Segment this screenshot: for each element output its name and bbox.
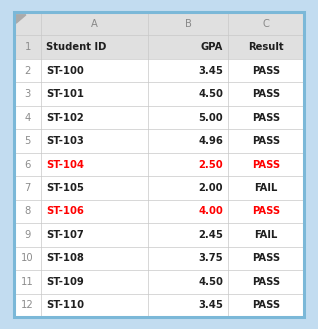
Text: PASS: PASS [252,206,280,216]
Text: ST-106: ST-106 [46,206,84,216]
Text: PASS: PASS [252,160,280,169]
Text: ST-108: ST-108 [46,253,84,263]
Text: PASS: PASS [252,136,280,146]
Text: 3.45: 3.45 [198,300,223,310]
Text: 2.00: 2.00 [199,183,223,193]
Text: 3.45: 3.45 [198,66,223,76]
Text: FAIL: FAIL [254,183,278,193]
Text: ST-101: ST-101 [46,89,84,99]
Text: 5: 5 [24,136,31,146]
Text: ST-104: ST-104 [46,160,84,169]
Text: 2.45: 2.45 [198,230,223,240]
Text: 11: 11 [21,277,34,287]
Text: 4.50: 4.50 [198,89,223,99]
Text: ST-105: ST-105 [46,183,84,193]
Text: 4.00: 4.00 [198,206,223,216]
Text: Student ID: Student ID [46,42,107,52]
Text: 9: 9 [24,230,31,240]
Text: 8: 8 [24,206,31,216]
Text: 4.50: 4.50 [198,277,223,287]
Text: A: A [91,19,98,29]
Text: 10: 10 [21,253,34,263]
Text: PASS: PASS [252,66,280,76]
Text: 7: 7 [24,183,31,193]
Polygon shape [16,15,26,23]
Text: 2: 2 [24,66,31,76]
Text: ST-103: ST-103 [46,136,84,146]
Text: ST-110: ST-110 [46,300,84,310]
Text: 6: 6 [24,160,31,169]
Text: PASS: PASS [252,277,280,287]
Text: 1: 1 [24,42,31,52]
Text: PASS: PASS [252,300,280,310]
Bar [14,12,304,36]
Text: ST-109: ST-109 [46,277,84,287]
Text: 3: 3 [24,89,31,99]
Text: Result: Result [248,42,284,52]
Text: 5.00: 5.00 [198,113,223,123]
Text: PASS: PASS [252,253,280,263]
Text: 3.75: 3.75 [198,253,223,263]
Text: 2.50: 2.50 [198,160,223,169]
Text: 12: 12 [21,300,34,310]
Bar [14,36,304,59]
Text: GPA: GPA [201,42,223,52]
Text: ST-102: ST-102 [46,113,84,123]
Text: C: C [263,19,269,29]
Text: PASS: PASS [252,89,280,99]
Text: ST-100: ST-100 [46,66,84,76]
Text: 4: 4 [24,113,31,123]
Text: PASS: PASS [252,113,280,123]
Text: B: B [185,19,192,29]
Text: ST-107: ST-107 [46,230,84,240]
Text: 4.96: 4.96 [198,136,223,146]
Text: FAIL: FAIL [254,230,278,240]
